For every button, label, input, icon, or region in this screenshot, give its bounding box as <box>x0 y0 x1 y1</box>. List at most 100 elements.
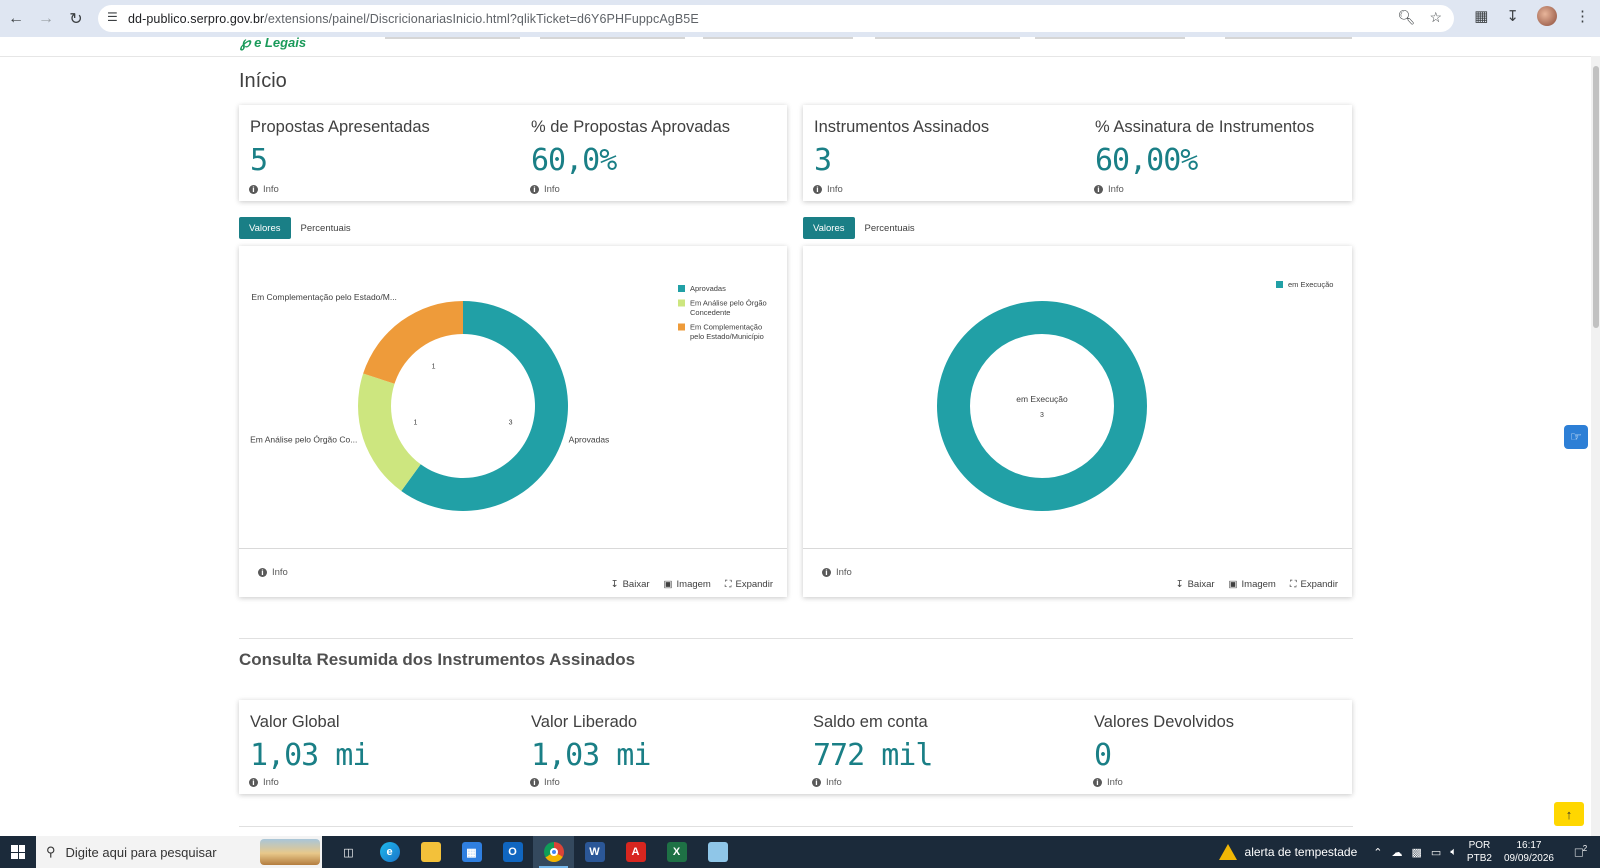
chart-card-instruments-status: em Execução 3 em Execução i Info ↧ Baixar ▣ I… <box>803 246 1352 597</box>
nav-item[interactable] <box>1225 37 1352 39</box>
info-icon: i <box>1094 185 1103 194</box>
donut-slice-aprovadas[interactable] <box>401 301 568 511</box>
donut-slice-em-complementacao-pelo-estado-municipio[interactable] <box>363 301 463 384</box>
site-info-icon[interactable]: ☰ <box>107 10 118 24</box>
data-label-value: 3 <box>509 419 513 426</box>
notepad-icon[interactable] <box>697 836 738 868</box>
kpi-info[interactable]: i Info <box>1094 184 1124 195</box>
legend-label: em Execução <box>1288 280 1333 289</box>
tray-icons: ⌃ ☁ ▩ ▭ 🔈︎ <box>1373 846 1457 859</box>
expand-label: Expandir <box>735 579 774 590</box>
weather-alert[interactable]: alerta de tempestade <box>1218 844 1357 860</box>
kpi-instruments-signed: Instrumentos Assinados 3 i Info <box>803 105 1083 201</box>
scrollbar-thumb[interactable] <box>1593 66 1599 328</box>
tab-valores[interactable]: Valores <box>803 217 855 239</box>
chart-actions: ↧ Baixar ▣ Imagem ⛶ Expandir <box>1176 579 1338 590</box>
site-logo[interactable]: ℘ e Legais <box>240 34 307 51</box>
kpi-info[interactable]: i Info <box>249 777 279 788</box>
donut-chart-instruments[interactable]: em Execução 3 em Execução <box>803 246 1352 546</box>
info-icon: i <box>249 778 258 787</box>
kpi-info[interactable]: i Info <box>530 184 560 195</box>
chart-info[interactable]: i Info <box>822 567 852 578</box>
reload-icon[interactable]: ↻ <box>69 10 83 28</box>
scrollbar[interactable] <box>1591 56 1600 836</box>
image-button[interactable]: ▣ Imagem <box>1229 579 1276 590</box>
chart-divider <box>803 548 1352 549</box>
nav-item[interactable] <box>875 37 1020 39</box>
address-bar[interactable]: ☰ dd-publico.serpro.gov.br/extensions/pa… <box>98 5 1454 32</box>
download-label: Baixar <box>622 579 650 590</box>
task-view-icon[interactable]: ◫ <box>343 846 354 859</box>
kpi-label: % Assinatura de Instrumentos <box>1095 118 1315 136</box>
arrow-up-icon: ↑ <box>1565 806 1573 822</box>
kpi-info[interactable]: i Info <box>530 777 560 788</box>
forward-icon[interactable]: → <box>38 9 54 27</box>
kpi-label: % de Propostas Aprovadas <box>531 118 731 136</box>
extensions-icon[interactable]: ▦ <box>1474 8 1489 25</box>
chevron-up-icon[interactable]: ⌃ <box>1373 846 1383 859</box>
kpi-valor-global: Valor Global 1,03 mi i Info <box>239 700 519 794</box>
notification-center[interactable]: □2 <box>1568 844 1594 859</box>
word-icon[interactable]: W <box>574 836 615 868</box>
kpi-value: 0 <box>1094 738 1112 773</box>
file-explorer-icon[interactable] <box>410 836 451 868</box>
download-button[interactable]: ↧ Baixar <box>1176 579 1215 590</box>
kpi-value: 60,0% <box>531 143 617 178</box>
nav-item[interactable] <box>540 37 685 39</box>
back-to-top-button[interactable]: ↑ <box>1554 802 1584 826</box>
info-icon: i <box>249 185 258 194</box>
kpi-info[interactable]: i Info <box>249 184 279 195</box>
nav-item[interactable] <box>1035 37 1185 39</box>
download-label: Baixar <box>1187 579 1215 590</box>
monitor-icon[interactable]: ▭ <box>1430 846 1442 859</box>
zoom-icon[interactable]: 🔍︎ <box>1397 9 1416 25</box>
keyboard-layout: PTB2 <box>1466 853 1492 864</box>
menu-icon[interactable]: ⋮ <box>1575 8 1590 25</box>
kpi-info-label: Info <box>1108 184 1124 195</box>
input-language[interactable]: POR PTB2 <box>1467 839 1492 865</box>
download-icon: ↧ <box>610 579 619 590</box>
excel-icon[interactable]: X <box>656 836 697 868</box>
info-icon: i <box>812 778 821 787</box>
url-text: dd-publico.serpro.gov.br/extensions/pain… <box>128 12 699 26</box>
nav-item[interactable] <box>703 37 853 39</box>
chrome-icon[interactable] <box>533 836 574 868</box>
expand-button[interactable]: ⛶ Expandir <box>1290 579 1338 590</box>
search-highlight-image <box>260 839 320 865</box>
bookmark-star-icon[interactable]: ☆ <box>1429 9 1442 25</box>
back-icon[interactable]: ← <box>8 9 24 27</box>
tab-valores[interactable]: Valores <box>239 217 291 239</box>
image-button[interactable]: ▣ Imagem <box>664 579 711 590</box>
url-path: /extensions/painel/DiscricionariasInicio… <box>264 11 699 26</box>
outlook-icon[interactable]: O <box>492 836 533 868</box>
tab-percentuais[interactable]: Percentuais <box>300 222 351 234</box>
tab-percentuais[interactable]: Percentuais <box>864 222 915 234</box>
volume-icon[interactable]: 🔈︎ <box>1450 845 1457 858</box>
download-icon[interactable]: ↧ <box>1506 8 1519 25</box>
download-button[interactable]: ↧ Baixar <box>611 579 650 590</box>
profile-avatar[interactable] <box>1537 6 1557 26</box>
kpi-info[interactable]: i Info <box>1093 777 1123 788</box>
acrobat-icon[interactable]: A <box>615 836 656 868</box>
expand-button[interactable]: ⛶ Expandir <box>725 579 773 590</box>
info-icon: i <box>1093 778 1102 787</box>
cloud-icon[interactable]: ☁ <box>1391 846 1403 859</box>
nav-item[interactable] <box>385 37 520 39</box>
taskbar-search[interactable]: ⚲ Digite aqui para pesquisar <box>36 836 322 868</box>
edge-icon[interactable]: e <box>369 836 410 868</box>
language-code: POR <box>1468 840 1491 851</box>
clock[interactable]: 16:17 09/09/2026 <box>1504 839 1554 865</box>
chart-info[interactable]: i Info <box>258 567 288 578</box>
donut-slice-em-execucao[interactable] <box>937 301 1147 511</box>
kpi-info[interactable]: i Info <box>813 184 843 195</box>
kpi-value: 1,03 mi <box>531 738 651 773</box>
network-icon[interactable]: ▩ <box>1411 846 1422 859</box>
chart-info-label: Info <box>272 567 288 578</box>
translate-button[interactable]: ☞ <box>1564 425 1588 449</box>
search-icon: ⚲ <box>46 844 56 859</box>
donut-slice-em-analise-pelo-orgao-concedente[interactable] <box>358 373 421 491</box>
kpi-info[interactable]: i Info <box>812 777 842 788</box>
start-button[interactable] <box>0 836 36 868</box>
store-icon[interactable]: ▦ <box>451 836 492 868</box>
donut-chart-proposals[interactable]: 3 Aprovadas 1 Em Análise pelo Órgão Co... 1 E… <box>239 246 787 546</box>
